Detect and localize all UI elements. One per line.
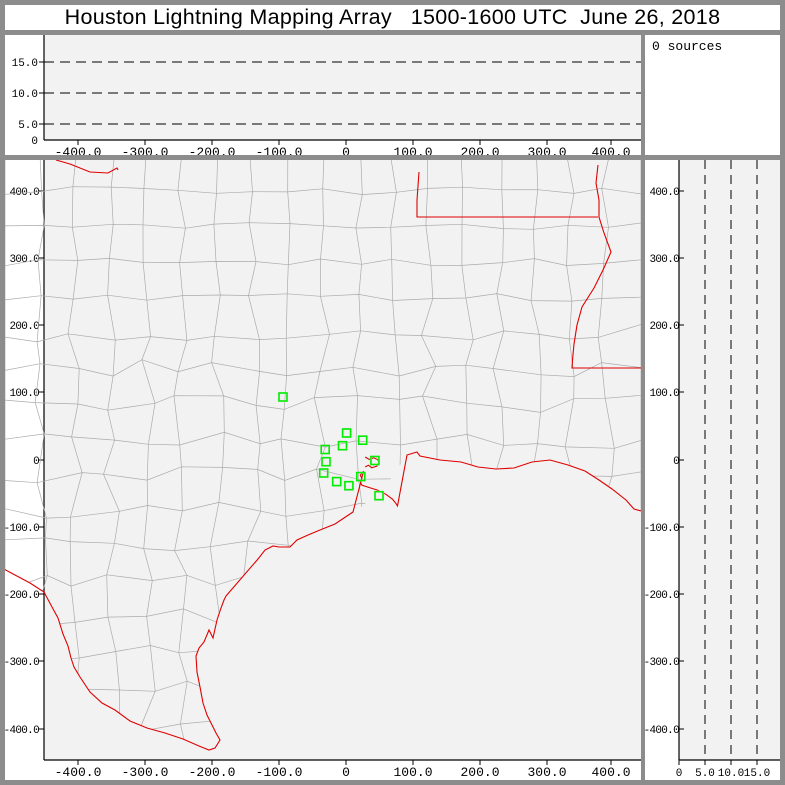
svg-text:-100.0: -100.0 xyxy=(5,523,39,535)
svg-text:200.0: 200.0 xyxy=(460,765,499,780)
svg-text:-400.0: -400.0 xyxy=(5,725,39,737)
svg-text:100.0: 100.0 xyxy=(393,145,432,155)
svg-text:-400.0: -400.0 xyxy=(55,145,102,155)
svg-text:-300.0: -300.0 xyxy=(5,657,39,669)
svg-text:-200.0: -200.0 xyxy=(189,145,236,155)
svg-text:-100.0: -100.0 xyxy=(256,765,303,780)
svg-text:-200.0: -200.0 xyxy=(645,590,679,602)
svg-text:10.0: 10.0 xyxy=(718,768,744,780)
svg-text:5.0: 5.0 xyxy=(18,120,38,132)
svg-text:-100.0: -100.0 xyxy=(645,523,679,535)
svg-text:-300.0: -300.0 xyxy=(122,145,169,155)
svg-text:-300.0: -300.0 xyxy=(645,657,679,669)
svg-text:0: 0 xyxy=(342,765,350,780)
svg-text:-300.0: -300.0 xyxy=(122,765,169,780)
svg-text:-400.0: -400.0 xyxy=(645,725,679,737)
svg-text:-200.0: -200.0 xyxy=(189,765,236,780)
svg-text:15.0: 15.0 xyxy=(744,768,770,780)
svg-text:100.0: 100.0 xyxy=(393,765,432,780)
svg-text:0: 0 xyxy=(33,456,39,468)
svg-text:300.0: 300.0 xyxy=(649,254,679,266)
svg-text:100.0: 100.0 xyxy=(649,388,679,400)
svg-text:200.0: 200.0 xyxy=(460,145,499,155)
svg-text:0: 0 xyxy=(676,768,683,780)
svg-text:300.0: 300.0 xyxy=(527,765,566,780)
svg-text:400.0: 400.0 xyxy=(649,187,679,199)
svg-text:400.0: 400.0 xyxy=(591,145,630,155)
svg-text:0: 0 xyxy=(673,456,679,468)
svg-text:-100.0: -100.0 xyxy=(256,145,303,155)
svg-text:0: 0 xyxy=(31,136,38,148)
svg-text:300.0: 300.0 xyxy=(527,145,566,155)
svg-text:15.0: 15.0 xyxy=(12,58,38,70)
svg-text:5.0: 5.0 xyxy=(695,768,715,780)
svg-text:-200.0: -200.0 xyxy=(5,590,39,602)
svg-text:100.0: 100.0 xyxy=(9,388,39,400)
svg-text:200.0: 200.0 xyxy=(649,321,679,333)
svg-text:10.0: 10.0 xyxy=(12,89,38,101)
svg-text:-400.0: -400.0 xyxy=(55,765,102,780)
svg-text:0: 0 xyxy=(342,145,350,155)
svg-text:400.0: 400.0 xyxy=(591,765,630,780)
svg-text:200.0: 200.0 xyxy=(9,321,39,333)
